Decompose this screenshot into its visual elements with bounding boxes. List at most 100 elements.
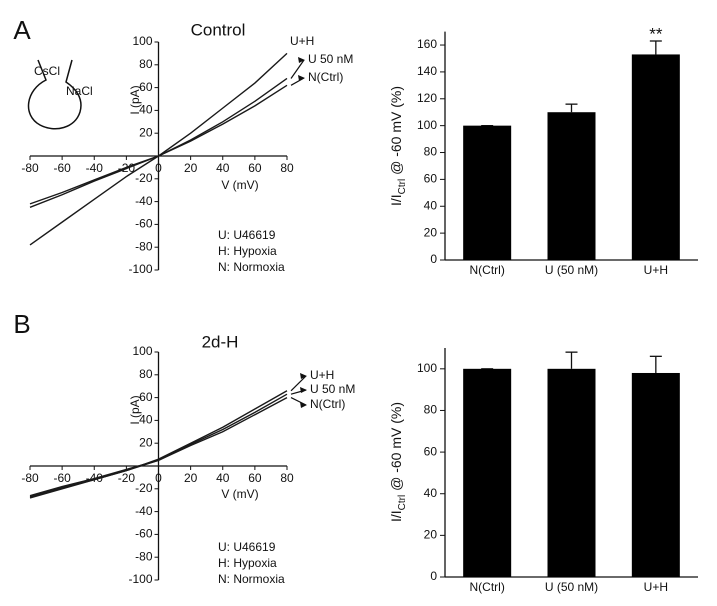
y-axis-label-part: @ -60 mV (%) bbox=[388, 402, 404, 495]
x-tick-label: 80 bbox=[280, 161, 294, 175]
y-tick-label: 20 bbox=[139, 435, 153, 449]
y-tick-label: 40 bbox=[139, 413, 153, 427]
legend-label: U+H bbox=[310, 368, 334, 382]
y-axis-label: I/ICtrl @ -60 mV (%) bbox=[388, 86, 408, 206]
y-tick-label: 60 bbox=[139, 390, 153, 404]
annotation: H: Hypoxia bbox=[218, 244, 277, 258]
y-tick-label: 140 bbox=[417, 64, 437, 78]
y-axis-label-part: Ctrl bbox=[397, 179, 408, 195]
x-tick-label: 60 bbox=[248, 161, 262, 175]
y-tick-label: -80 bbox=[135, 549, 153, 563]
annotation: N: Normoxia bbox=[218, 260, 285, 274]
x-tick-label: 80 bbox=[280, 471, 294, 485]
y-tick-label: 40 bbox=[139, 103, 153, 117]
y-tick-label: 40 bbox=[424, 486, 438, 500]
y-tick-label: 20 bbox=[424, 225, 438, 239]
x-tick-label: U+H bbox=[644, 263, 668, 277]
y-tick-label: -60 bbox=[135, 527, 153, 541]
series-line bbox=[29, 84, 288, 205]
y-axis-label-part: I/I bbox=[388, 510, 404, 522]
bar bbox=[631, 372, 680, 577]
legend-arrow bbox=[290, 59, 305, 79]
y-tick-label: 80 bbox=[139, 57, 153, 71]
y-axis-label-part: I/I bbox=[388, 194, 404, 206]
y-tick-label: -40 bbox=[135, 504, 153, 518]
y-axis-label-part: @ -60 mV (%) bbox=[388, 86, 404, 179]
inset-label: NaCl bbox=[66, 84, 93, 98]
legend-label: N(Ctrl) bbox=[310, 397, 345, 411]
legend-arrowhead bbox=[300, 402, 307, 408]
y-tick-label: 100 bbox=[132, 34, 152, 48]
y-axis-label: I (pA) bbox=[128, 395, 142, 424]
inset-label: CsCl bbox=[34, 64, 60, 78]
y-tick-label: -100 bbox=[128, 572, 152, 586]
x-tick-label: 0 bbox=[155, 471, 162, 485]
x-tick-label: -40 bbox=[86, 161, 104, 175]
y-tick-label: 100 bbox=[132, 344, 152, 358]
x-tick-label: -80 bbox=[21, 471, 39, 485]
x-tick-label: 20 bbox=[184, 161, 198, 175]
y-tick-label: 60 bbox=[424, 172, 438, 186]
y-tick-label: 80 bbox=[424, 145, 438, 159]
series-line bbox=[29, 396, 288, 497]
y-tick-label: -40 bbox=[135, 194, 153, 208]
x-tick-label: U (50 nM) bbox=[545, 580, 598, 594]
y-tick-label: 0 bbox=[430, 569, 437, 583]
bar bbox=[547, 368, 596, 577]
x-tick-label: N(Ctrl) bbox=[470, 580, 505, 594]
x-tick-label: 60 bbox=[248, 471, 262, 485]
x-tick-label: U (50 nM) bbox=[545, 263, 598, 277]
y-tick-label: 60 bbox=[424, 444, 438, 458]
bar bbox=[547, 112, 596, 260]
panel-label: B bbox=[13, 309, 30, 339]
y-tick-label: 0 bbox=[430, 252, 437, 266]
annotation: U: U46619 bbox=[218, 228, 276, 242]
x-tick-label: U+H bbox=[644, 580, 668, 594]
chart-title: Control bbox=[191, 20, 246, 39]
x-tick-label: -80 bbox=[21, 161, 39, 175]
x-tick-label: -60 bbox=[53, 471, 71, 485]
annotation: U: U46619 bbox=[218, 540, 276, 554]
y-tick-label: -20 bbox=[135, 171, 153, 185]
y-tick-label: -20 bbox=[135, 481, 153, 495]
legend-label: U 50 nM bbox=[310, 382, 355, 396]
x-tick-label: 0 bbox=[155, 161, 162, 175]
y-tick-label: 120 bbox=[417, 91, 437, 105]
x-tick-label: -20 bbox=[118, 471, 136, 485]
legend-arrowhead bbox=[298, 75, 305, 81]
y-tick-label: -80 bbox=[135, 239, 153, 253]
inset-pipette bbox=[27, 59, 82, 130]
y-tick-label: 160 bbox=[417, 37, 437, 51]
bar bbox=[463, 125, 512, 260]
x-tick-label: N(Ctrl) bbox=[470, 263, 505, 277]
x-tick-label: 40 bbox=[216, 161, 230, 175]
y-tick-label: -60 bbox=[135, 217, 153, 231]
y-axis-label: I (pA) bbox=[128, 85, 142, 114]
y-tick-label: 60 bbox=[139, 80, 153, 94]
y-tick-label: 100 bbox=[417, 361, 437, 375]
series-line bbox=[29, 390, 288, 499]
y-tick-label: 80 bbox=[139, 367, 153, 381]
chart-title: 2d-H bbox=[202, 332, 239, 351]
bar bbox=[463, 368, 512, 577]
y-tick-label: 40 bbox=[424, 198, 438, 212]
legend-label: U+H bbox=[290, 34, 314, 48]
x-tick-label: 20 bbox=[184, 471, 198, 485]
y-tick-label: 80 bbox=[424, 403, 438, 417]
legend-arrowhead bbox=[298, 57, 305, 63]
y-axis-label: I/ICtrl @ -60 mV (%) bbox=[388, 402, 408, 522]
y-tick-label: 100 bbox=[417, 118, 437, 132]
x-tick-label: 40 bbox=[216, 471, 230, 485]
y-axis-label-part: Ctrl bbox=[397, 495, 408, 511]
x-tick-label: -60 bbox=[53, 161, 71, 175]
pipette-outline bbox=[27, 59, 82, 130]
annotation: N: Normoxia bbox=[218, 572, 285, 586]
legend-arrow bbox=[290, 375, 307, 392]
legend-arrowhead bbox=[300, 387, 307, 393]
y-tick-label: 20 bbox=[139, 125, 153, 139]
bar bbox=[631, 54, 680, 260]
legend-label: N(Ctrl) bbox=[308, 70, 343, 84]
x-axis-label: V (mV) bbox=[221, 487, 258, 501]
legend-arrowhead bbox=[300, 373, 307, 379]
